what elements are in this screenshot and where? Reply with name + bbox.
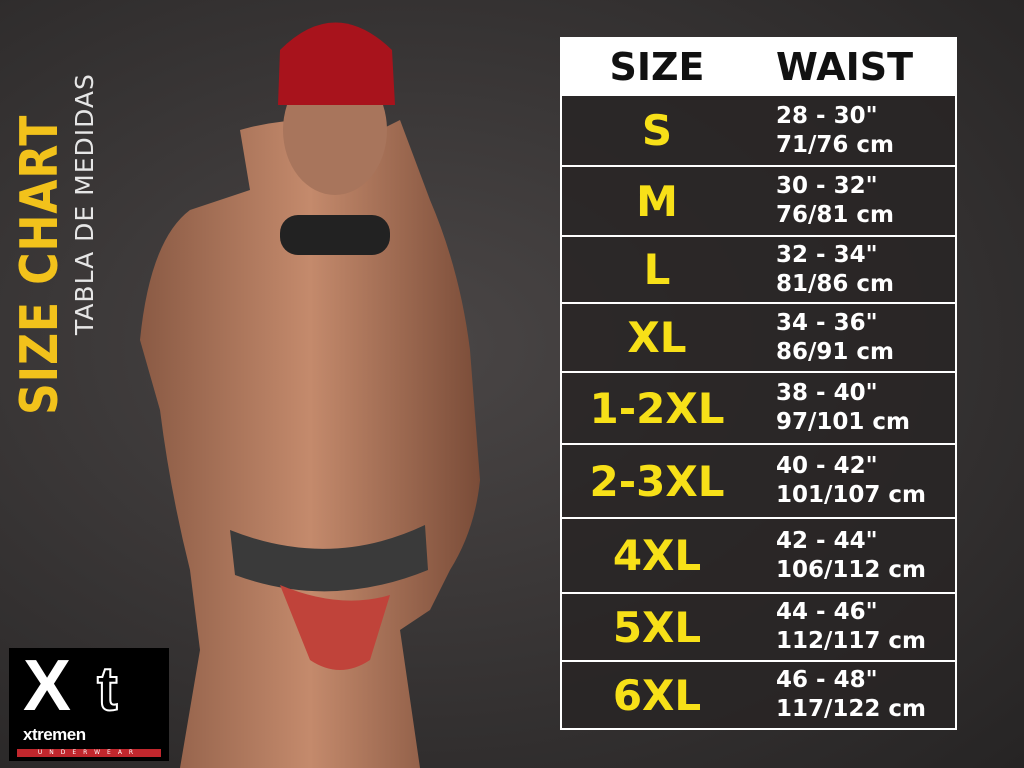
waist-cm: 81/86 cm (776, 270, 895, 297)
model-photo (140, 22, 480, 768)
waist-cm: 101/107 cm (776, 482, 927, 508)
size-cell: 2-3XL (561, 443, 752, 518)
logo-x: X (23, 648, 72, 726)
size-cell: M (561, 165, 752, 236)
waist-cell: 34 - 36" 86/91 cm (752, 302, 956, 372)
waist-inches: 34 - 36" (776, 309, 878, 336)
goggles (280, 215, 390, 255)
waist-cm: 112/117 cm (776, 628, 927, 654)
table-row: S 28 - 30" 71/76 cm (561, 94, 956, 166)
waist-inches: 42 - 44" (776, 527, 878, 554)
waist-cell: 32 - 34" 81/86 cm (752, 235, 956, 303)
table-row: 1-2XL 38 - 40" 97/101 cm (561, 371, 956, 444)
waist-cm: 106/112 cm (776, 556, 927, 583)
header-size: SIZE (561, 38, 752, 95)
brand-logo: X t xtremen UNDERWEAR (9, 648, 169, 761)
size-cell: 1-2XL (561, 371, 752, 444)
size-cell: XL (561, 302, 752, 372)
waist-inches: 38 - 40" (776, 380, 878, 406)
waist-cell: 38 - 40" 97/101 cm (752, 371, 956, 444)
table-row: 4XL 42 - 44" 106/112 cm (561, 517, 956, 593)
size-cell: S (561, 94, 752, 166)
model-body (140, 120, 480, 768)
helmet (278, 22, 395, 105)
waist-cell: 44 - 46" 112/117 cm (752, 592, 956, 661)
waist-cell: 30 - 32" 76/81 cm (752, 165, 956, 236)
waist-inches: 28 - 30" (776, 102, 878, 129)
size-cell: 5XL (561, 592, 752, 661)
table-row: 6XL 46 - 48" 117/122 cm (561, 660, 956, 729)
table-row: L 32 - 34" 81/86 cm (561, 235, 956, 303)
size-cell: 4XL (561, 517, 752, 593)
waist-cell: 42 - 44" 106/112 cm (752, 517, 956, 593)
logo-tagline: UNDERWEAR (17, 749, 161, 757)
waist-cm: 71/76 cm (776, 131, 895, 158)
size-cell: 6XL (561, 660, 752, 729)
size-cell: L (561, 235, 752, 303)
side-title: SIZE CHART TABLA DE MEDIDAS (10, 62, 100, 415)
size-table: SIZE WAIST S 28 - 30" 71/76 cm M 30 - 32" 7… (560, 37, 957, 730)
waist-cell: 40 - 42" 101/107 cm (752, 443, 956, 518)
size-chart-title: SIZE CHART (10, 114, 70, 415)
waist-inches: 32 - 34" (776, 241, 878, 268)
jock-pouch (280, 585, 390, 670)
table-header: SIZE WAIST (561, 38, 956, 95)
table-row: XL 34 - 36" 86/91 cm (561, 302, 956, 372)
waist-inches: 46 - 48" (776, 667, 878, 693)
logo-brand: xtremen (23, 725, 86, 744)
waist-inches: 40 - 42" (776, 453, 878, 479)
table-row: 5XL 44 - 46" 112/117 cm (561, 592, 956, 661)
waist-cm: 97/101 cm (776, 409, 911, 435)
logo-t: t (96, 655, 119, 724)
waist-cell: 46 - 48" 117/122 cm (752, 660, 956, 729)
waist-cm: 117/122 cm (776, 696, 927, 722)
waist-inches: 44 - 46" (776, 599, 878, 625)
waist-cm: 86/91 cm (776, 338, 895, 365)
waist-cm: 76/81 cm (776, 202, 895, 228)
waist-inches: 30 - 32" (776, 173, 878, 199)
waistband (230, 525, 428, 592)
waist-cell: 28 - 30" 71/76 cm (752, 94, 956, 166)
table-row: 2-3XL 40 - 42" 101/107 cm (561, 443, 956, 518)
table-row: M 30 - 32" 76/81 cm (561, 165, 956, 236)
header-waist: WAIST (752, 38, 956, 95)
size-chart-subtitle: TABLA DE MEDIDAS (70, 73, 99, 335)
